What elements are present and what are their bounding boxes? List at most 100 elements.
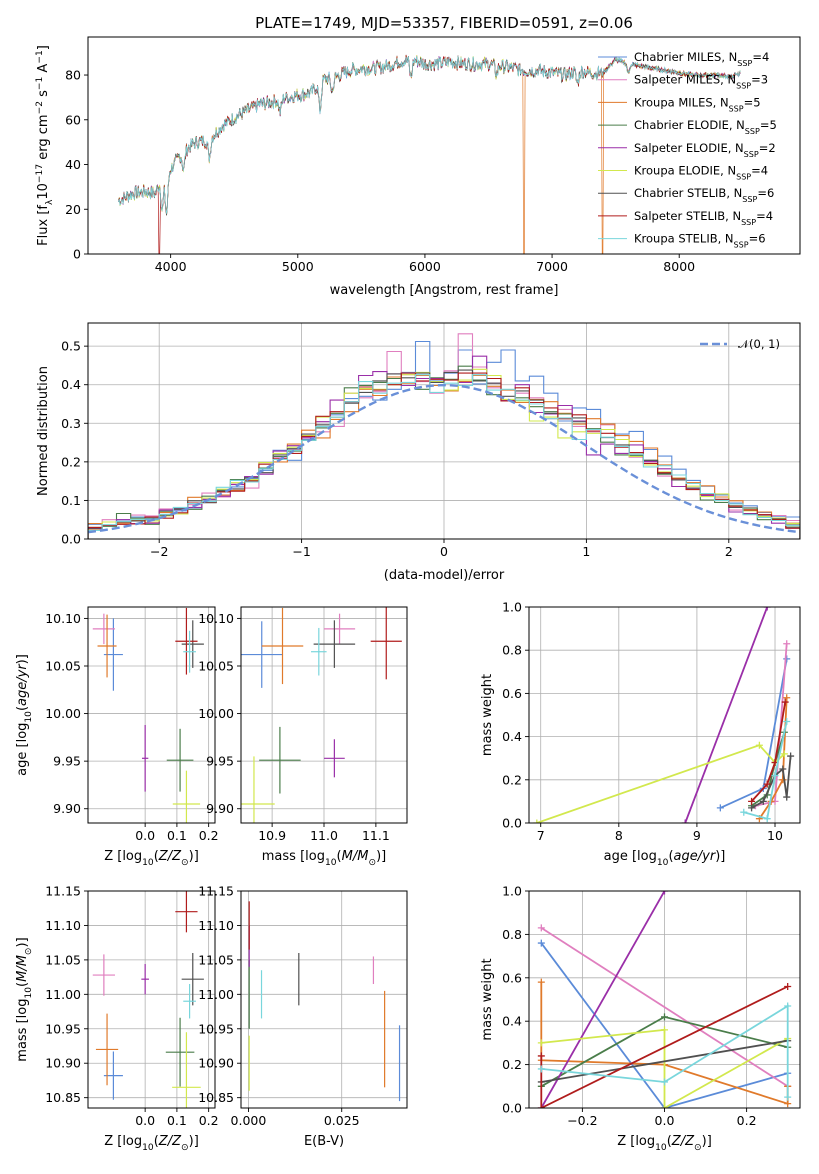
x-tick-label: 0 (440, 544, 448, 559)
weight-series-line (540, 942, 788, 1108)
y-tick-label: 80 (65, 68, 81, 83)
y-axis-label: mass weight (480, 674, 495, 756)
y-tick-label: 10.10 (198, 611, 234, 626)
x-tick-label: 0.0 (655, 1113, 675, 1128)
x-tick-label: 11.1 (362, 828, 390, 843)
weight-marker (783, 717, 791, 725)
y-axis-label: Flux [fλ10−17 erg cm−2 s−1 A−1] (35, 45, 55, 246)
y-tick-label: 0.4 (61, 377, 81, 392)
weight-marker (783, 640, 791, 648)
weight-marker (783, 655, 791, 663)
weight-marker (537, 978, 545, 986)
y-tick-label: 10.95 (198, 1021, 234, 1036)
y-tick-label: 11.15 (198, 884, 234, 899)
weight-marker (537, 924, 545, 932)
x-axis-label: wavelength [Angstrom, rest frame] (330, 283, 559, 298)
panel-age-vs-mass: 10.9 11.0 11.1 9.90 9.95 10.00 10.05 10.10 (198, 606, 408, 843)
weight-marker (661, 1026, 668, 1034)
x-tick-label: 4000 (155, 259, 187, 274)
plot-area (248, 901, 401, 1102)
legend-label: Chabrier STELIB, NSSP=6 (634, 186, 774, 204)
x-tick-label: 0.000 (231, 1113, 267, 1128)
x-axis-label: Z [log10(Z/Z⊙)] (104, 1134, 199, 1153)
weight-series-line (751, 732, 786, 807)
weight-series-line (540, 927, 789, 1088)
spectrum-series-line (118, 56, 741, 214)
y-tick-label: 1.0 (502, 884, 522, 899)
x-tick-label: 0.025 (324, 1113, 360, 1128)
x-tick-label: 11.0 (310, 828, 338, 843)
weight-series-line (750, 701, 787, 803)
y-tick-label: 9.95 (53, 754, 81, 769)
y-tick-label: 0.2 (502, 1057, 522, 1072)
weight-marker (759, 797, 767, 805)
x-tick-label: 2 (725, 544, 733, 559)
y-tick-label: 10.90 (198, 1056, 234, 1071)
y-tick-label: 10.85 (45, 1090, 81, 1105)
legend-label: Chabrier ELODIE, NSSP=5 (634, 118, 777, 136)
y-axis-label: mass [log10(M/M⊙)] (15, 937, 34, 1061)
panel-weight-vs-age: 7 8 9 10 0.0 0.2 0.4 0.6 0.8 1.0 (502, 600, 801, 843)
x-tick-label: 9 (693, 828, 701, 843)
y-tick-label: 9.90 (206, 801, 234, 816)
x-axis-label: age [log10(age/yr)] (604, 849, 726, 868)
y-tick-label: 0.6 (502, 970, 522, 985)
plot-area (92, 607, 204, 823)
y-tick-label: 0.8 (502, 643, 522, 658)
y-tick-label: 11.05 (198, 952, 234, 967)
weight-series-line (758, 697, 788, 820)
weight-series-line (541, 1004, 789, 1098)
chart-title: PLATE=1749, MJD=53357, FIBERID=0591, z=0… (255, 14, 633, 32)
y-tick-label: 0.1 (61, 493, 81, 508)
y-tick-label: 0.4 (502, 729, 522, 744)
x-tick-label: 0.2 (199, 828, 219, 843)
weight-series-line (743, 721, 788, 820)
weight-marker (661, 891, 668, 895)
weight-marker (784, 1093, 792, 1101)
y-tick-label: 10.95 (45, 1021, 81, 1036)
y-tick-label: 10.00 (45, 706, 81, 721)
plot-area (88, 333, 800, 539)
plot-area (92, 891, 204, 1108)
weight-marker (537, 939, 545, 947)
y-tick-label: 11.10 (198, 918, 234, 933)
legend-label: 𝒩(0, 1) (738, 337, 780, 351)
legend-label: Salpeter ELODIE, NSSP=2 (634, 141, 776, 159)
weight-series-line (540, 985, 789, 1108)
y-tick-label: 10.90 (45, 1056, 81, 1071)
y-tick-label: 1.0 (502, 600, 522, 615)
y-tick-label: 0.5 (61, 339, 81, 354)
panel-spectrum: 4000 5000 6000 7000 8000 0 20 40 60 80 (65, 36, 801, 274)
y-tick-label: 10.85 (198, 1090, 234, 1105)
x-tick-label: 1 (582, 544, 590, 559)
y-tick-label: 0.6 (502, 686, 522, 701)
weight-marker (763, 780, 771, 788)
weight-series-line (541, 1039, 788, 1083)
y-tick-label: 9.95 (206, 754, 234, 769)
legend-label: Chabrier MILES, NSSP=4 (634, 50, 769, 68)
x-axis-label: Z [log10(Z/Z⊙)] (104, 849, 199, 868)
axes-frame (87, 890, 216, 1109)
axes-frame (87, 606, 216, 824)
y-tick-label: 0.0 (502, 816, 522, 831)
plot-area (537, 891, 792, 1108)
legend-label: Kroupa MILES, NSSP=5 (634, 95, 761, 113)
weight-marker (740, 808, 748, 816)
y-tick-label: 11.10 (45, 918, 81, 933)
weight-series-line (541, 1028, 789, 1108)
y-tick-label: 0.0 (502, 1101, 522, 1116)
weight-marker (784, 1002, 792, 1010)
plot-area (118, 54, 741, 254)
weight-marker (783, 694, 791, 702)
y-tick-label: 10.05 (198, 658, 234, 673)
x-tick-label: 0.2 (199, 1113, 219, 1128)
weight-marker (681, 819, 689, 823)
weight-marker (661, 1104, 668, 1108)
y-tick-label: 11.05 (45, 952, 81, 967)
x-tick-label: 7 (537, 828, 545, 843)
x-tick-label: −0.2 (567, 1113, 597, 1128)
x-tick-label: 0.0 (135, 1113, 155, 1128)
weight-marker (661, 1078, 668, 1086)
y-tick-label: 40 (65, 157, 81, 172)
weight-marker (783, 793, 791, 801)
